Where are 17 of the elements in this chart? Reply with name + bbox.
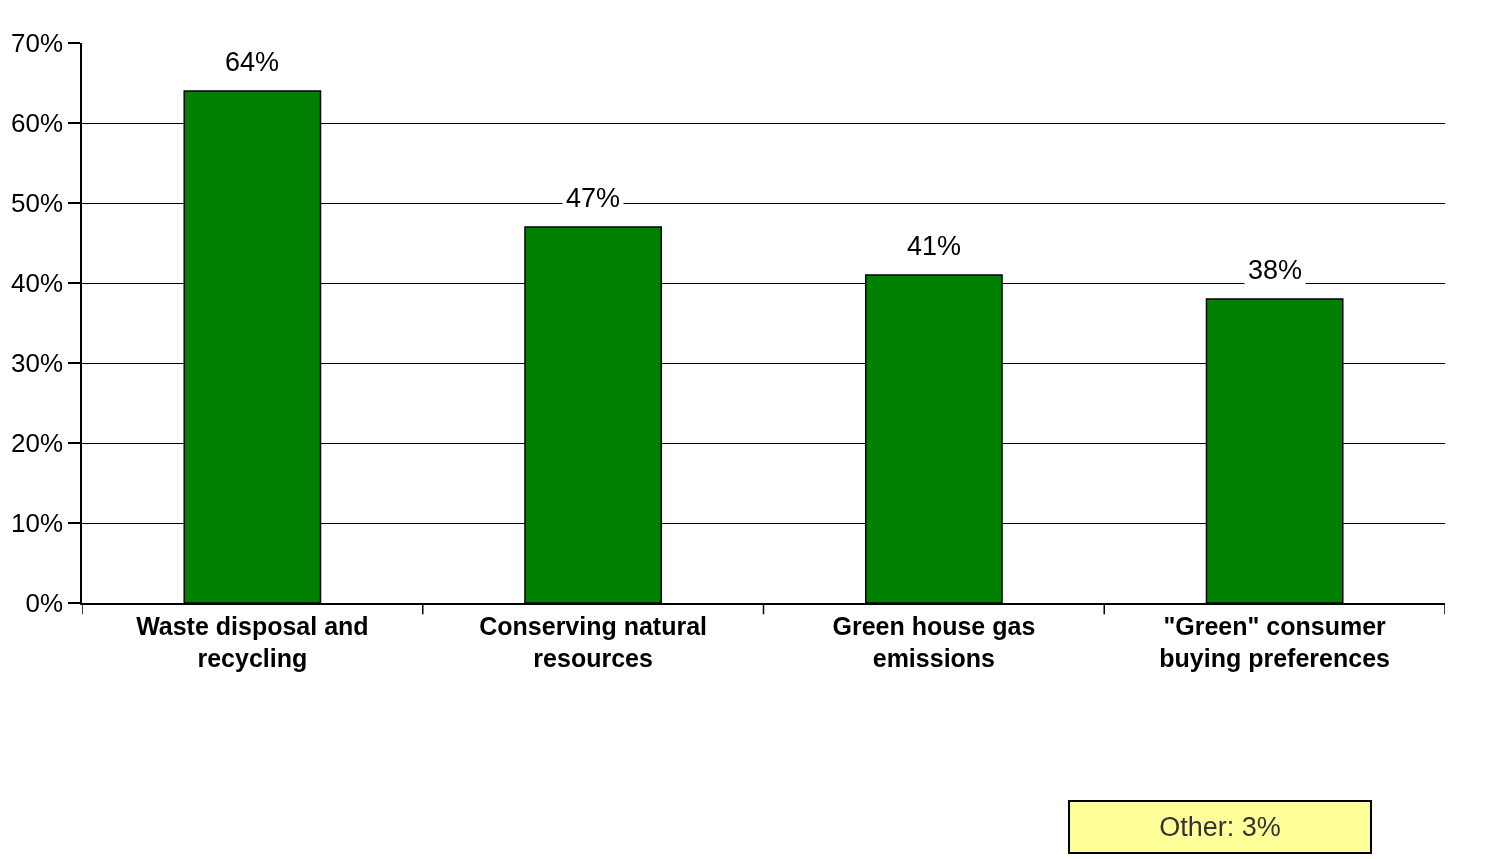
y-tick-label: 20% (11, 428, 64, 459)
text: Other: 3% (1159, 812, 1281, 842)
x-tick-label: Waste disposal and recycling (136, 611, 369, 673)
y-tick-label: 10% (11, 508, 64, 539)
y-tick-label: 40% (11, 268, 64, 299)
y-tick-label: 0% (25, 588, 64, 619)
x-tick-label: "Green" consumer buying preferences (1159, 611, 1390, 673)
y-tick-label: 60% (11, 108, 64, 139)
data-label: 64% (225, 47, 280, 77)
y-tick-label: 50% (11, 188, 64, 219)
data-label: 38% (1248, 255, 1303, 285)
data-label: 41% (907, 231, 962, 261)
x-tick-label: Green house gas emissions (832, 611, 1036, 673)
y-tick-label: 70% (11, 28, 64, 59)
data-label: 47% (566, 183, 621, 213)
y-tick-label: 30% (11, 348, 64, 379)
x-tick-label: Conserving natural resources (479, 611, 708, 673)
